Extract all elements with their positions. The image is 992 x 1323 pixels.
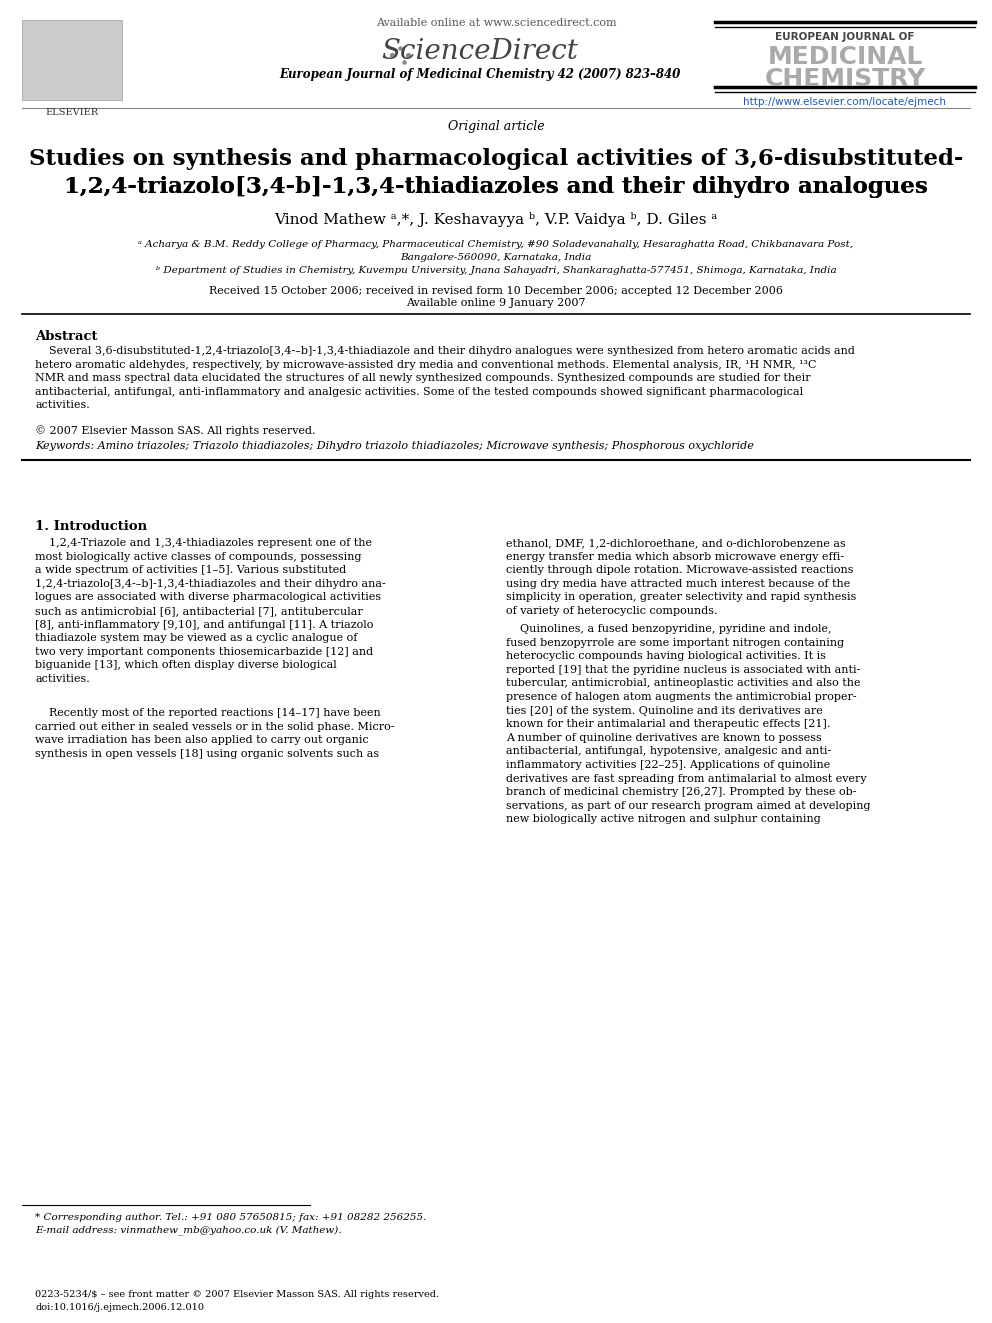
- Text: MEDICINAL: MEDICINAL: [768, 45, 923, 69]
- Text: ScienceDirect: ScienceDirect: [382, 38, 578, 65]
- Text: © 2007 Elsevier Masson SAS. All rights reserved.: © 2007 Elsevier Masson SAS. All rights r…: [35, 425, 315, 435]
- Text: * Corresponding author. Tel.: +91 080 57650815; fax: +91 08282 256255.: * Corresponding author. Tel.: +91 080 57…: [35, 1213, 427, 1222]
- Text: Vinod Mathew ᵃ,*, J. Keshavayya ᵇ, V.P. Vaidya ᵇ, D. Giles ᵃ: Vinod Mathew ᵃ,*, J. Keshavayya ᵇ, V.P. …: [275, 212, 717, 228]
- Text: ELSEVIER: ELSEVIER: [46, 108, 98, 116]
- Text: 1,2,4-Triazole and 1,3,4-thiadiazoles represent one of the
most biologically act: 1,2,4-Triazole and 1,3,4-thiadiazoles re…: [35, 538, 386, 684]
- Text: Quinolines, a fused benzopyridine, pyridine and indole,
fused benzopyrrole are s: Quinolines, a fused benzopyridine, pyrid…: [506, 624, 871, 824]
- Text: Original article: Original article: [447, 120, 545, 134]
- Text: Received 15 October 2006; received in revised form 10 December 2006; accepted 12: Received 15 October 2006; received in re…: [209, 286, 783, 296]
- Text: Abstract: Abstract: [35, 329, 97, 343]
- Text: ᵃ Acharya & B.M. Reddy College of Pharmacy, Pharmaceutical Chemistry, #90 Solade: ᵃ Acharya & B.M. Reddy College of Pharma…: [139, 239, 853, 249]
- Text: Available online at www.sciencedirect.com: Available online at www.sciencedirect.co…: [376, 19, 616, 28]
- Text: ᵇ Department of Studies in Chemistry, Kuvempu University, Jnana Sahayadri, Shank: ᵇ Department of Studies in Chemistry, Ku…: [156, 266, 836, 275]
- Text: 1. Introduction: 1. Introduction: [35, 520, 147, 533]
- Text: Studies on synthesis and pharmacological activities of 3,6-disubstituted-: Studies on synthesis and pharmacological…: [29, 148, 963, 169]
- Text: 1,2,4-triazolo[3,4- ]-1,3,4-thiadiazoles and their dihydro analogues: 1,2,4-triazolo[3,4- ]-1,3,4-thiadiazoles…: [68, 176, 924, 198]
- Text: Keywords: Amino triazoles; Triazolo thiadiazoles; Dihydro triazolo thiadiazoles;: Keywords: Amino triazoles; Triazolo thia…: [35, 441, 754, 451]
- Bar: [22, 20, 122, 101]
- Text: CHEMISTRY: CHEMISTRY: [764, 67, 926, 91]
- Text: doi:10.1016/j.ejmech.2006.12.010: doi:10.1016/j.ejmech.2006.12.010: [35, 1303, 204, 1312]
- Text: 0223-5234/$ – see front matter © 2007 Elsevier Masson SAS. All rights reserved.: 0223-5234/$ – see front matter © 2007 El…: [35, 1290, 439, 1299]
- Text: 1,2,4-triazolo[3,4-b]-1,3,4-thiadiazoles and their dihydro analogues: 1,2,4-triazolo[3,4-b]-1,3,4-thiadiazoles…: [64, 176, 928, 198]
- Text: European Journal of Medicinal Chemistry 42 (2007) 823–840: European Journal of Medicinal Chemistry …: [280, 67, 681, 81]
- Text: Bangalore-560090, Karnataka, India: Bangalore-560090, Karnataka, India: [401, 253, 591, 262]
- Text: Recently most of the reported reactions [14–17] have been
carried out either in : Recently most of the reported reactions …: [35, 708, 395, 759]
- Text: 1,2,4-triazolo[3,4-  ]-1,3,4-thiadiazoles and their dihydro analogues: 1,2,4-triazolo[3,4- ]-1,3,4-thiadiazoles…: [64, 176, 928, 198]
- Text: EUROPEAN JOURNAL OF: EUROPEAN JOURNAL OF: [776, 32, 915, 42]
- Text: ethanol, DMF, 1,2-dichloroethane, and ο-dichlorobenzene as
energy transfer media: ethanol, DMF, 1,2-dichloroethane, and ο-…: [506, 538, 856, 617]
- Text: Available online 9 January 2007: Available online 9 January 2007: [407, 298, 585, 308]
- Text: http://www.elsevier.com/locate/ejmech: http://www.elsevier.com/locate/ejmech: [743, 97, 946, 107]
- Text: E-mail address: vinmathew_mb@yahoo.co.uk (V. Mathew).: E-mail address: vinmathew_mb@yahoo.co.uk…: [35, 1225, 341, 1234]
- Text: Several 3,6-disubstituted-1,2,4-triazolo[3,4-–b]-1,3,4-thiadiazole and their dih: Several 3,6-disubstituted-1,2,4-triazolo…: [35, 347, 855, 410]
